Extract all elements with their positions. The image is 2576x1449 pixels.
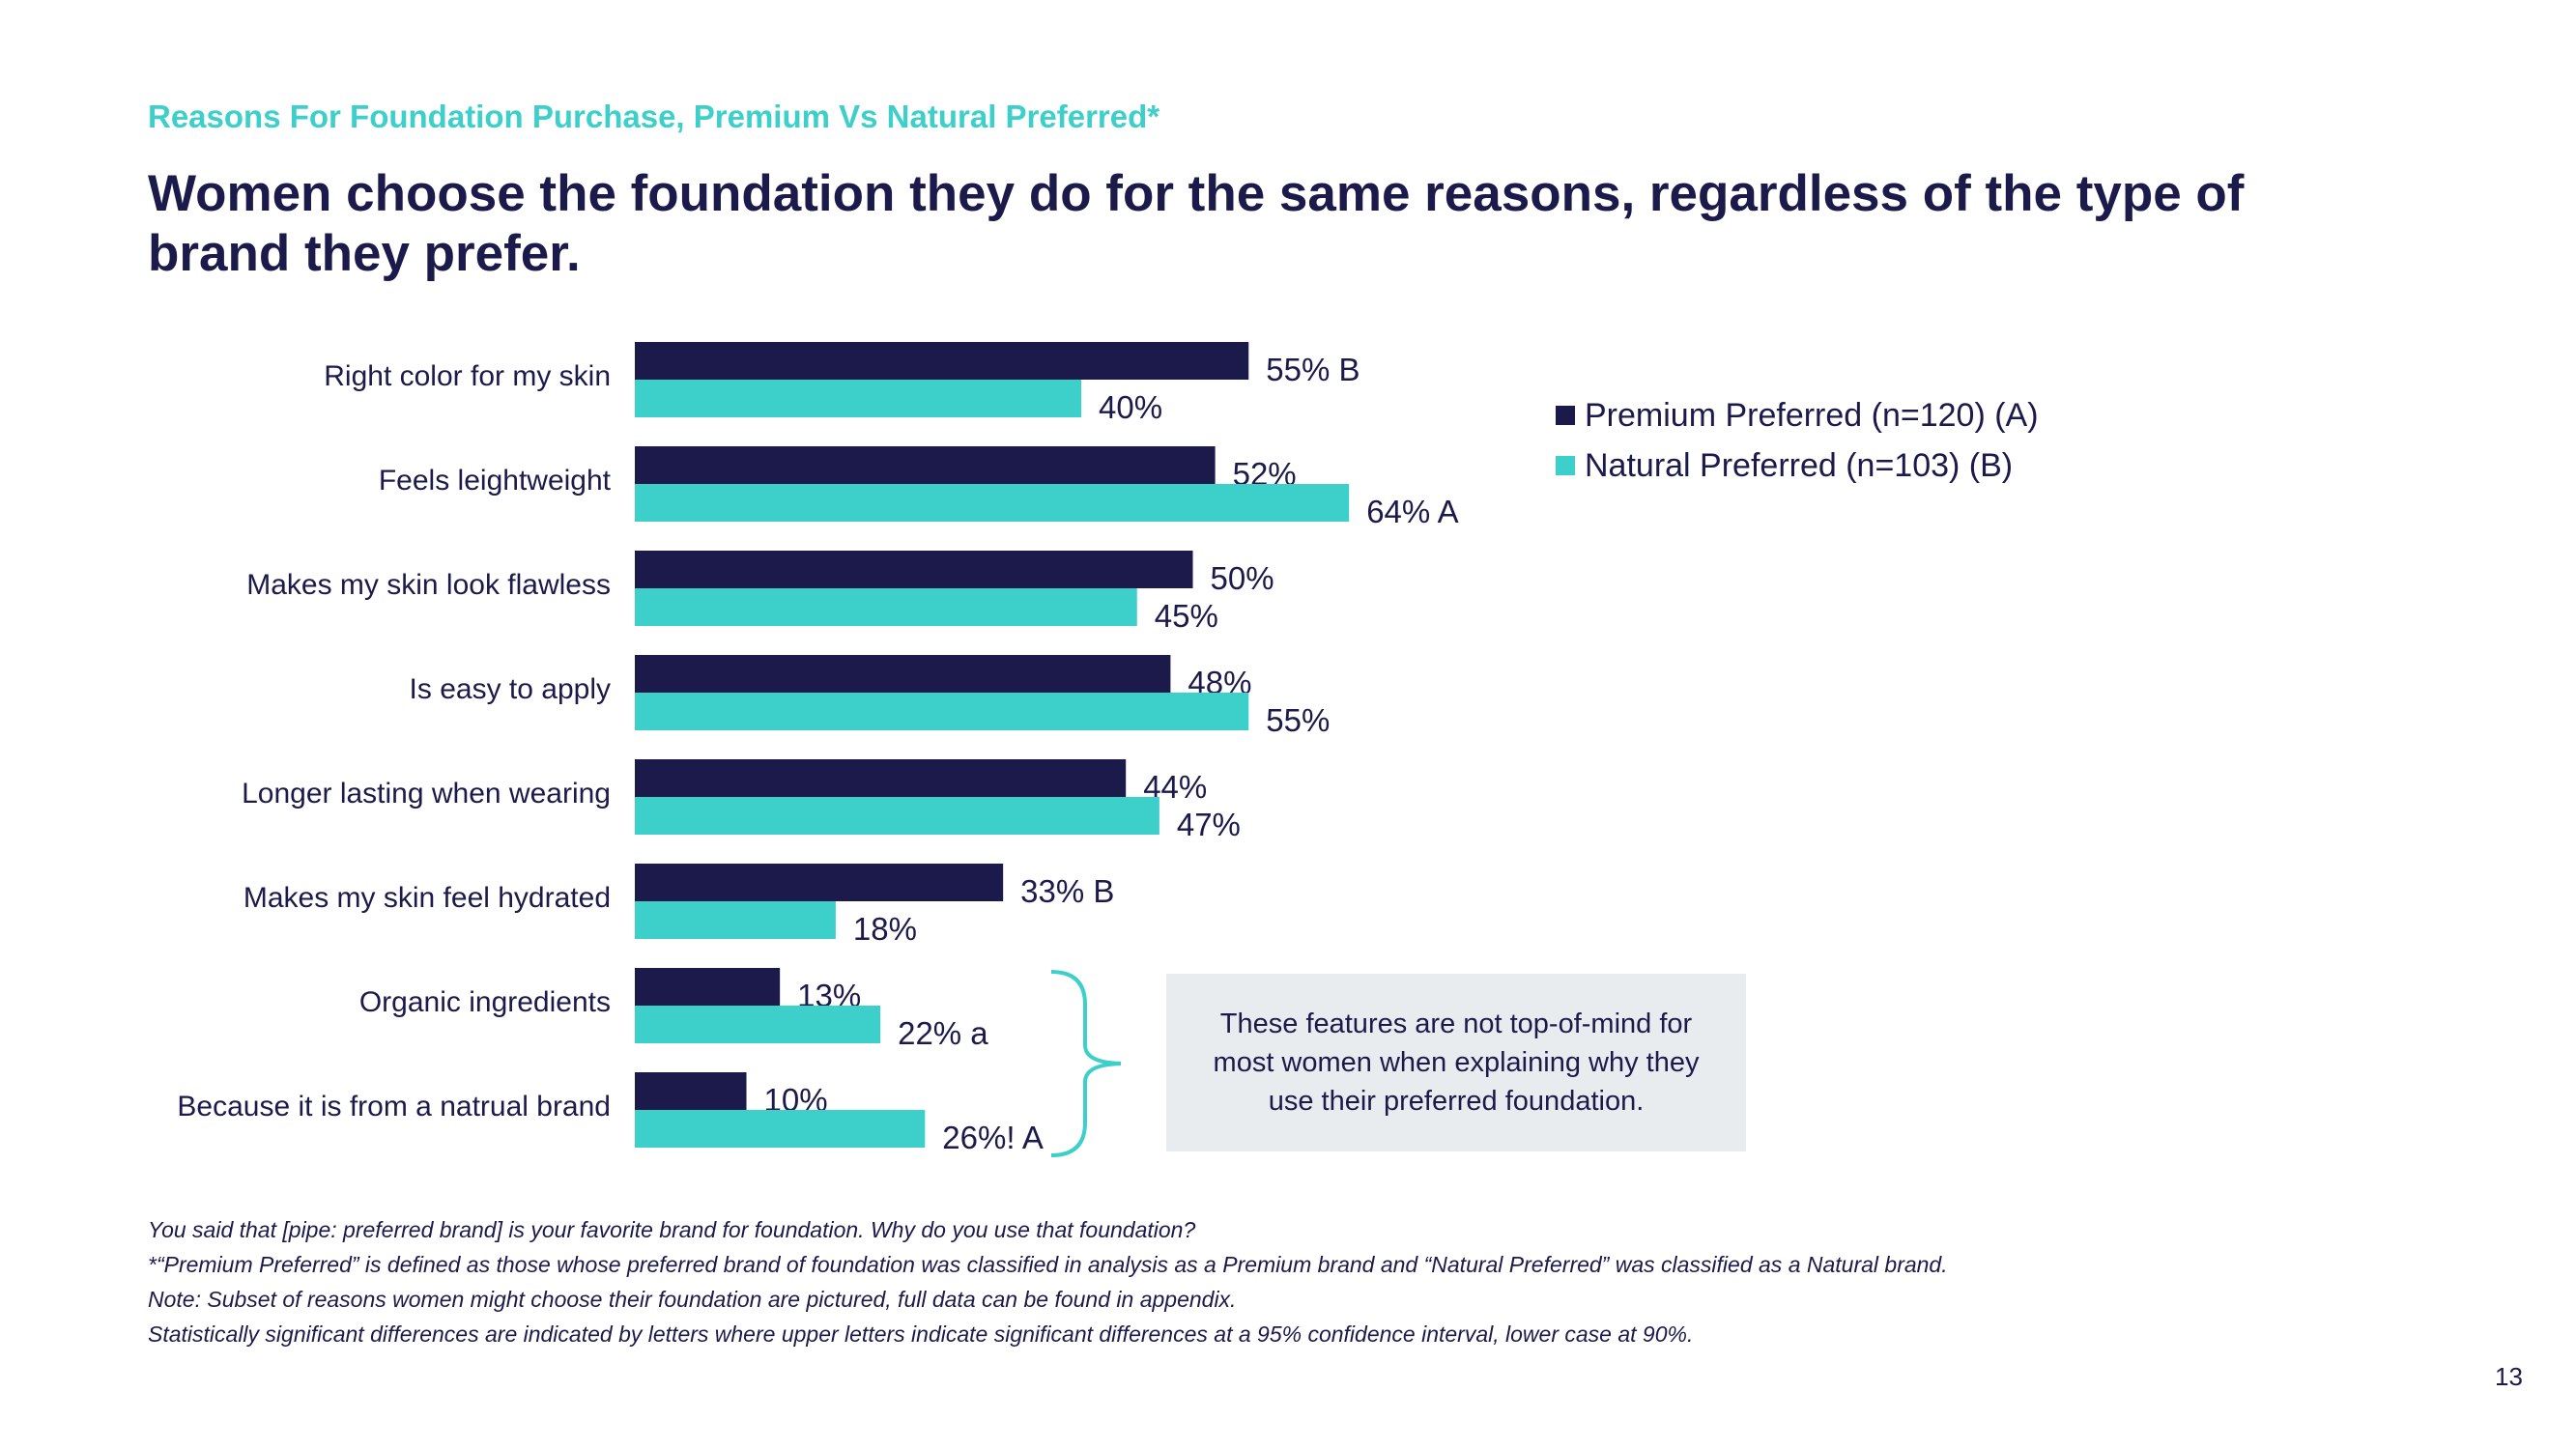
page-number: 13 bbox=[2495, 1362, 2523, 1391]
legend-label-premium: Premium Preferred (n=120) (A) bbox=[1585, 396, 2039, 434]
data-label-natural: 64% A bbox=[1366, 494, 1458, 529]
bar-natural bbox=[635, 797, 1159, 835]
chart-subtitle: Reasons For Foundation Purchase, Premium… bbox=[148, 99, 1160, 134]
data-label-premium: 55% B bbox=[1266, 352, 1360, 387]
bar-premium bbox=[635, 655, 1171, 693]
bar-chart: Right color for my skin 55% B 40% Feels lei… bbox=[177, 342, 1459, 1157]
bar-premium bbox=[635, 864, 1004, 901]
category-label: Right color for my skin bbox=[324, 360, 611, 392]
footnote-definition: *“Premium Preferred” is defined as those… bbox=[148, 1252, 1948, 1277]
legend-label-natural: Natural Preferred (n=103) (B) bbox=[1585, 446, 2014, 484]
category-label: Longer lasting when wearing bbox=[242, 778, 611, 810]
category-label: Because it is from a natrual brand bbox=[177, 1091, 611, 1122]
data-label-natural: 18% bbox=[853, 911, 917, 947]
bar-premium bbox=[635, 551, 1193, 588]
data-label-premium: 33% B bbox=[1020, 873, 1114, 909]
category-label: Makes my skin feel hydrated bbox=[243, 882, 611, 914]
category-label: Is easy to apply bbox=[410, 673, 611, 705]
callout-text: These features are not top-of-mind for m… bbox=[1213, 1009, 1700, 1117]
category-label: Makes my skin look flawless bbox=[246, 569, 611, 601]
bar-premium bbox=[635, 1072, 747, 1110]
bar-natural bbox=[635, 380, 1081, 417]
footnotes: You said that [pipe: preferred brand] is… bbox=[148, 1212, 2467, 1351]
page-title: Women choose the foundation they do for … bbox=[148, 165, 2245, 282]
category-label: Feels leightweight bbox=[379, 465, 612, 497]
bar-premium bbox=[635, 759, 1127, 797]
footnote-significance: Statistically significant differences ar… bbox=[148, 1321, 1694, 1347]
bar-natural bbox=[635, 901, 836, 939]
footnote-question: You said that [pipe: preferred brand] is… bbox=[148, 1217, 1196, 1242]
bar-premium bbox=[635, 342, 1249, 380]
data-label-natural: 45% bbox=[1155, 598, 1218, 634]
chart-legend: Premium Preferred (n=120) (A) Natural Pr… bbox=[1556, 390, 2039, 491]
bar-premium bbox=[635, 446, 1216, 484]
data-label-premium: 50% bbox=[1211, 560, 1274, 596]
data-label-natural: 55% bbox=[1266, 702, 1330, 738]
bracket-icon bbox=[1050, 970, 1122, 1157]
bar-natural bbox=[635, 1110, 926, 1148]
bar-natural bbox=[635, 588, 1137, 626]
data-label-natural: 47% bbox=[1177, 807, 1241, 842]
data-label-natural: 40% bbox=[1099, 389, 1162, 425]
legend-item-natural: Natural Preferred (n=103) (B) bbox=[1556, 440, 2039, 491]
category-label: Organic ingredients bbox=[359, 986, 611, 1018]
callout-box: These features are not top-of-mind for m… bbox=[1166, 974, 1746, 1151]
data-label-natural: 26%! A bbox=[942, 1120, 1044, 1155]
bar-natural bbox=[635, 693, 1249, 730]
legend-item-premium: Premium Preferred (n=120) (A) bbox=[1556, 390, 2039, 440]
legend-swatch-premium bbox=[1556, 406, 1575, 425]
bar-premium bbox=[635, 968, 781, 1006]
footnote-note: Note: Subset of reasons women might choo… bbox=[148, 1287, 1237, 1312]
legend-swatch-natural bbox=[1556, 456, 1575, 475]
bar-natural bbox=[635, 1006, 881, 1043]
data-label-natural: 22% a bbox=[898, 1015, 988, 1051]
bar-natural bbox=[635, 484, 1350, 522]
